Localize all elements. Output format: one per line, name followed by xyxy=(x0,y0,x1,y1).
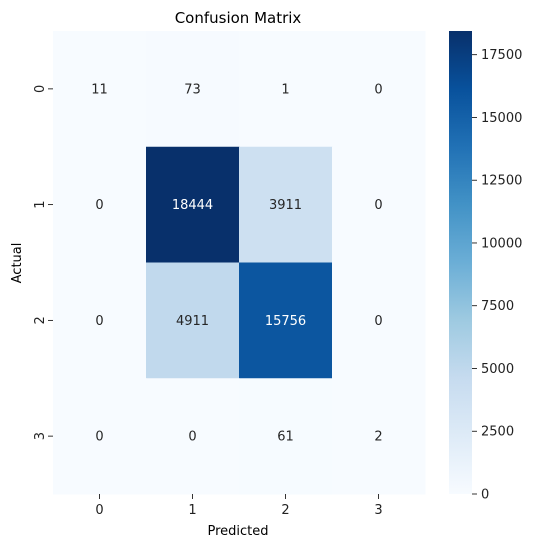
cell-value-3-2: 61 xyxy=(277,430,294,445)
x-tick-label-3: 3 xyxy=(374,503,382,518)
colorbar-tick-label-1: 2500 xyxy=(481,425,514,440)
heatmap-cell-2-2 xyxy=(239,262,333,379)
colorbar-gradient xyxy=(449,31,472,494)
heatmap-cell-1-0 xyxy=(53,146,147,263)
cell-value-0-2: 1 xyxy=(281,82,289,97)
heatmap-cell-1-2 xyxy=(239,146,333,263)
heatmap-cell-0-2 xyxy=(239,31,333,148)
y-axis-label: Actual xyxy=(10,243,25,284)
cell-value-2-1: 4911 xyxy=(176,314,209,329)
x-tick-label-1: 1 xyxy=(188,503,196,518)
x-tick-label-2: 2 xyxy=(281,503,289,518)
colorbar-tick-label-2: 5000 xyxy=(481,362,514,377)
y-tick-label-2: 2 xyxy=(33,316,48,324)
colorbar-tick-label-7: 17500 xyxy=(481,48,522,63)
heatmap-cell-2-1 xyxy=(146,262,240,379)
colorbar-tick-label-5: 12500 xyxy=(481,174,522,189)
cell-value-2-0: 0 xyxy=(95,314,103,329)
y-tick-label-3: 3 xyxy=(33,432,48,440)
cell-value-1-1: 18444 xyxy=(172,198,213,213)
cell-value-1-3: 0 xyxy=(374,198,382,213)
colorbar-ticks: 0 2500 5000 7500 10000 12500 15000 17500 xyxy=(472,48,522,503)
cell-value-2-2: 15756 xyxy=(265,314,306,329)
heatmap-cell-0-1 xyxy=(146,31,240,148)
heatmap-cell-2-3 xyxy=(332,262,426,379)
colorbar-tick-label-3: 7500 xyxy=(481,299,514,314)
y-axis-ticks: 0 1 2 3 xyxy=(33,85,53,440)
colorbar-tick-label-0: 0 xyxy=(481,488,489,503)
heatmap-cells xyxy=(53,31,426,495)
heatmap-cell-2-0 xyxy=(53,262,147,379)
heatmap-cell-3-1 xyxy=(146,378,240,495)
cell-value-0-0: 11 xyxy=(91,82,108,97)
chart-title: Confusion Matrix xyxy=(175,9,302,27)
x-axis-ticks: 0 1 2 3 xyxy=(95,494,383,518)
y-tick-label-0: 0 xyxy=(33,85,48,93)
y-tick-label-1: 1 xyxy=(33,200,48,208)
cell-value-0-3: 0 xyxy=(374,82,382,97)
heatmap-cell-1-1 xyxy=(146,146,240,263)
x-tick-label-0: 0 xyxy=(95,503,103,518)
colorbar-tick-label-4: 10000 xyxy=(481,236,522,251)
cell-labels: 11 73 1 0 0 18444 3911 0 0 4911 15756 0 0 0 61 2 xyxy=(91,82,382,444)
heatmap-cell-0-0 xyxy=(53,31,147,148)
cell-value-3-0: 0 xyxy=(95,430,103,445)
heatmap-cell-3-3 xyxy=(332,378,426,495)
colorbar: 0 2500 5000 7500 10000 12500 15000 17500 xyxy=(449,31,522,503)
cell-value-3-3: 2 xyxy=(374,430,382,445)
cell-value-1-2: 3911 xyxy=(269,198,302,213)
x-axis-label: Predicted xyxy=(207,524,268,539)
cell-value-3-1: 0 xyxy=(188,430,196,445)
cell-value-2-3: 0 xyxy=(374,314,382,329)
cell-value-0-1: 73 xyxy=(184,82,201,97)
heatmap-cell-0-3 xyxy=(332,31,426,148)
colorbar-tick-label-6: 15000 xyxy=(481,111,522,126)
heatmap-cell-3-0 xyxy=(53,378,147,495)
heatmap-cell-3-2 xyxy=(239,378,333,495)
heatmap-cell-1-3 xyxy=(332,146,426,263)
cell-value-1-0: 0 xyxy=(95,198,103,213)
